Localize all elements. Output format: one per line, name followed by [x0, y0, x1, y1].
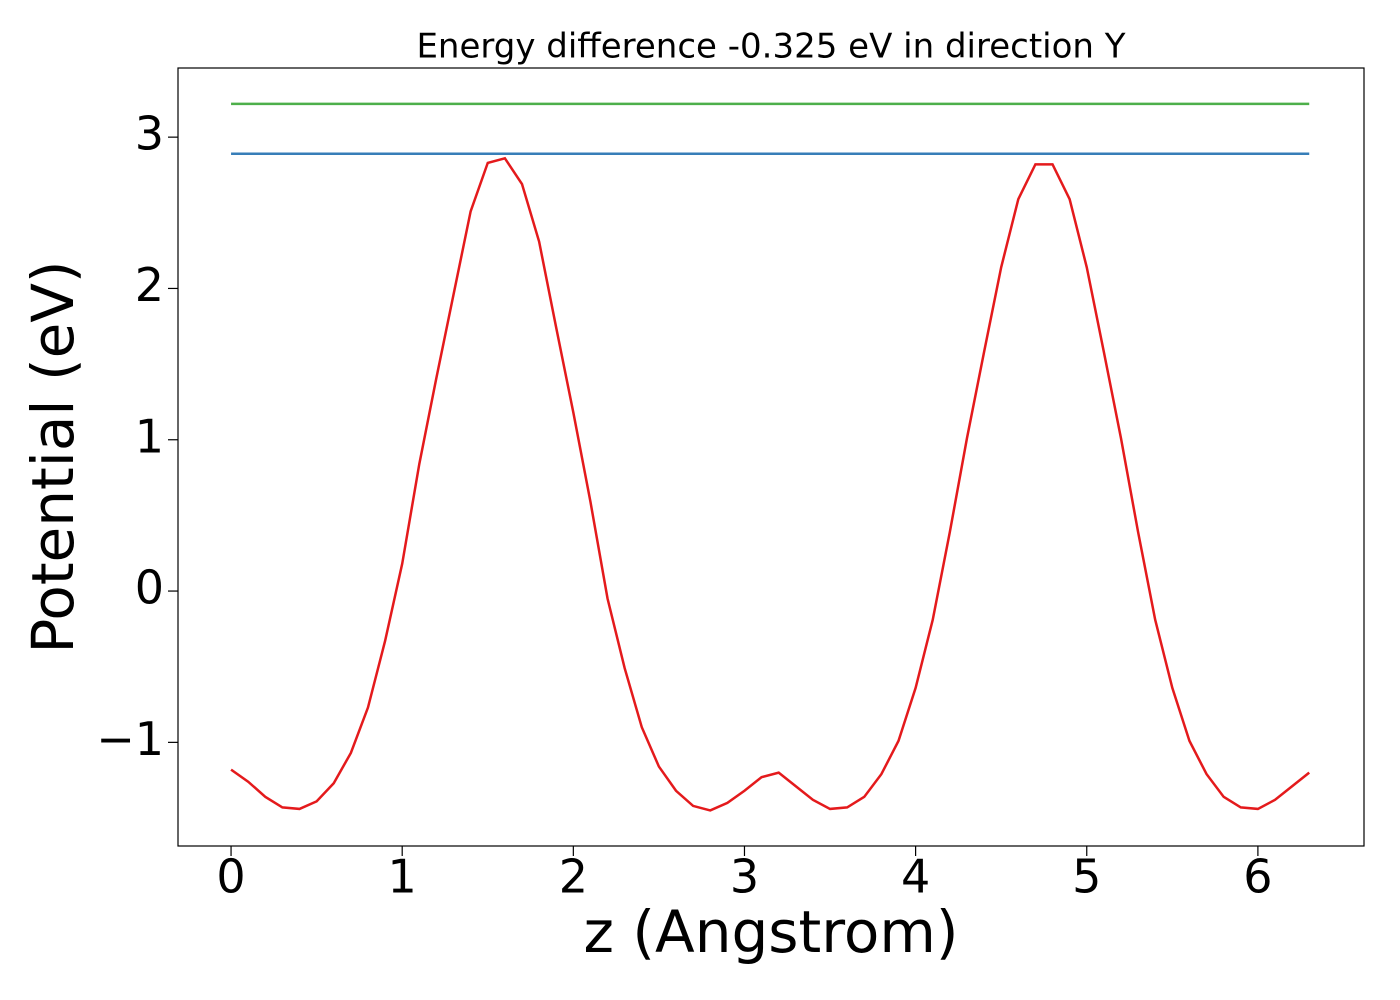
y-tick-label: 0: [135, 561, 164, 615]
x-tick-label: 4: [901, 850, 930, 904]
plot-frame: [177, 67, 1365, 847]
y-tick-label: 2: [135, 258, 164, 312]
chart-title: Energy difference -0.325 eV in direction…: [416, 27, 1125, 67]
x-tick-label: 1: [388, 850, 417, 904]
y-tick-label: 1: [135, 409, 164, 463]
x-tick-label: 6: [1243, 850, 1272, 904]
x-tick-label: 2: [559, 850, 588, 904]
x-tick-label: 5: [1072, 850, 1101, 904]
y-tick-label: 3: [135, 107, 164, 161]
y-tick-label: −1: [96, 712, 164, 766]
line-series: [230, 156, 1311, 812]
x-tick-label: 3: [730, 850, 759, 904]
y-axis-label: Potential (eV): [19, 260, 87, 653]
x-axis-label: z (Angstrom): [584, 898, 959, 966]
x-tick-label: 0: [216, 850, 245, 904]
